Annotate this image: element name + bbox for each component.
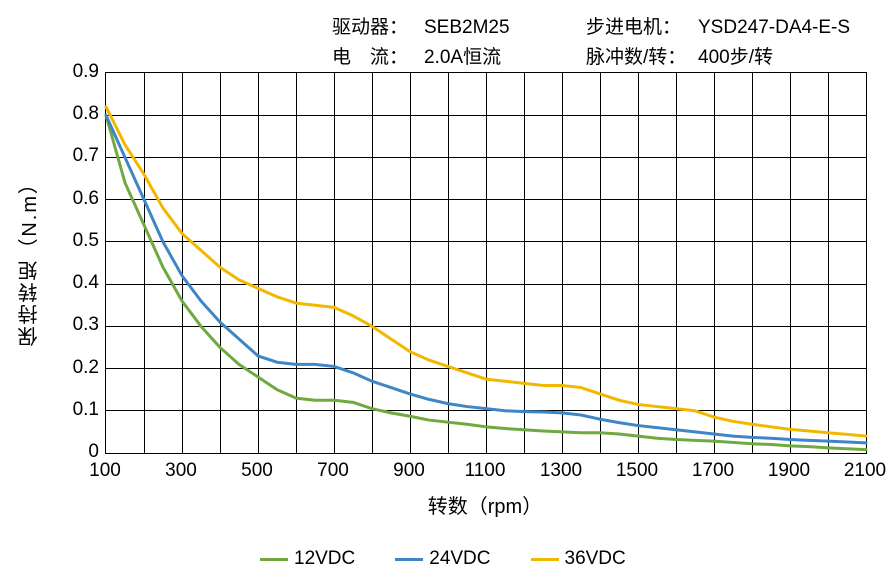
x-tick-label: 1700 [692, 460, 734, 482]
legend-item-36VDC: 36VDC [531, 548, 626, 570]
x-tick-label: 900 [393, 460, 425, 482]
y-tick-label: 0.1 [61, 399, 99, 421]
series-layer [106, 73, 866, 453]
legend: 12VDC 24VDC 36VDC [260, 548, 626, 570]
legend-swatch [531, 558, 559, 561]
motor-value: YSD247-DA4-E-S [698, 17, 850, 38]
y-tick-label: 0.8 [61, 103, 99, 125]
y-axis-title: 保持转矩（N.m） [15, 172, 44, 347]
y-tick-label: 0.9 [61, 61, 99, 83]
x-tick-label: 1500 [616, 460, 658, 482]
y-tick-label: 0.6 [61, 188, 99, 210]
x-tick-label: 500 [241, 460, 273, 482]
legend-label: 36VDC [565, 548, 626, 570]
x-tick-label: 700 [317, 460, 349, 482]
series-line-24VDC [106, 115, 866, 443]
y-tick-label: 0 [61, 441, 99, 463]
x-tick-label: 1900 [768, 460, 810, 482]
driver-label: 驱动器： [332, 17, 408, 38]
legend-item-24VDC: 24VDC [395, 548, 490, 570]
series-line-12VDC [106, 115, 866, 449]
legend-item-12VDC: 12VDC [260, 548, 355, 570]
y-tick-label: 0.4 [61, 272, 99, 294]
legend-label: 24VDC [429, 548, 490, 570]
x-tick-label: 2100 [844, 460, 886, 482]
legend-label: 12VDC [294, 548, 355, 570]
motor-label: 步进电机： [586, 17, 681, 38]
current-value: 2.0A恒流 [424, 47, 501, 68]
chart-header: 驱动器： SEB2M25 步进电机： YSD247-DA4-E-S 电 流： 2… [330, 12, 852, 74]
y-tick-label: 0.5 [61, 230, 99, 252]
legend-swatch [260, 558, 288, 561]
y-tick-label: 0.3 [61, 314, 99, 336]
x-tick-label: 100 [89, 460, 121, 482]
x-tick-label: 1300 [540, 460, 582, 482]
pulse-label: 脉冲数/转： [586, 47, 686, 68]
legend-swatch [395, 558, 423, 561]
plot-area [105, 72, 867, 454]
current-label: 电 流： [332, 47, 408, 68]
pulse-value: 400步/转 [698, 47, 773, 68]
torque-speed-chart: 驱动器： SEB2M25 步进电机： YSD247-DA4-E-S 电 流： 2… [0, 0, 888, 586]
y-tick-label: 0.2 [61, 357, 99, 379]
x-axis-title: 转数（rpm） [428, 490, 542, 519]
series-line-36VDC [106, 107, 866, 436]
x-tick-label: 300 [165, 460, 197, 482]
x-tick-label: 1100 [465, 460, 506, 482]
y-tick-label: 0.7 [61, 145, 99, 167]
driver-value: SEB2M25 [424, 17, 510, 38]
